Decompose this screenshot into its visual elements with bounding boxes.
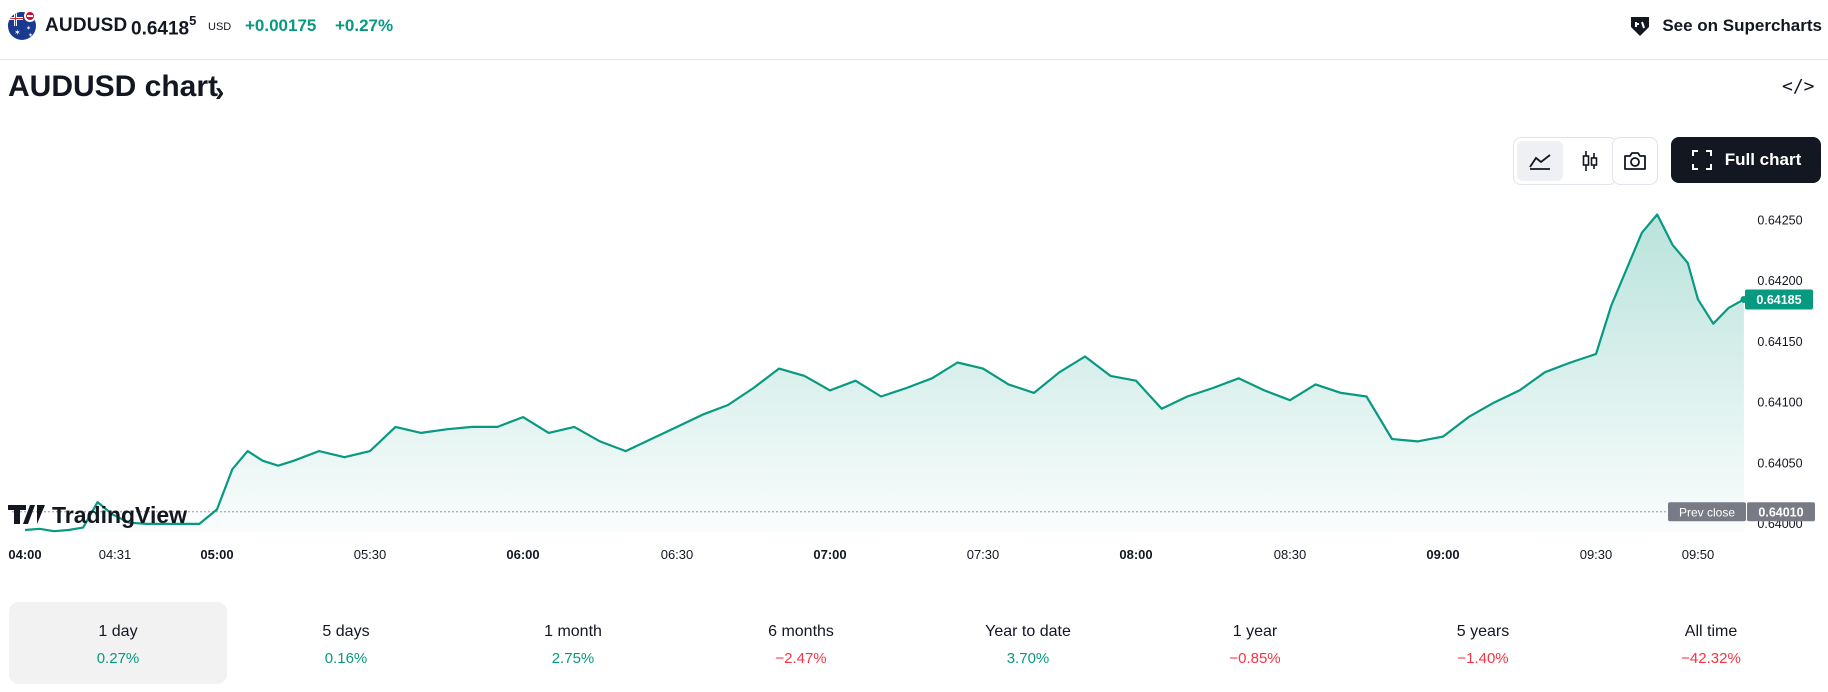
range-tab-0[interactable]: 1 day 0.27% xyxy=(9,602,227,684)
x-tick-label: 04:31 xyxy=(99,547,132,562)
range-tab-label: Year to date xyxy=(985,623,1071,640)
range-selector: 1 day 0.27% 5 days 0.16% 1 month 2.75% 6 month… xyxy=(0,600,1828,686)
y-tick-label: 0.64250 xyxy=(1757,214,1802,228)
range-tab-label: 6 months xyxy=(768,623,834,640)
range-tab-5[interactable]: 1 year −0.85% xyxy=(1146,602,1364,684)
x-tick-label: 05:00 xyxy=(200,547,233,562)
full-chart-button[interactable]: Full chart xyxy=(1671,137,1821,183)
current-price-badge xyxy=(1745,289,1813,310)
prev-close-value-badge xyxy=(1747,502,1815,522)
range-tab-change: −42.32% xyxy=(1681,650,1741,667)
range-tab-label: 1 month xyxy=(544,623,602,640)
y-axis: 0.640000.640500.641000.641500.642000.642… xyxy=(1757,214,1802,531)
chevron-right-icon[interactable]: › xyxy=(215,76,225,107)
range-tab-change: −0.85% xyxy=(1229,650,1281,667)
range-tab-label: 1 day xyxy=(98,623,138,640)
x-tick-label: 09:00 xyxy=(1426,547,1459,562)
fullscreen-icon xyxy=(1691,150,1712,170)
symbol-name: AUDUSD xyxy=(45,15,128,36)
prev-close-badge xyxy=(1668,502,1746,522)
tradingview-watermark: TradingView xyxy=(8,502,187,528)
range-tab-change: −2.47% xyxy=(775,650,827,667)
range-tab-change: 0.16% xyxy=(324,650,368,667)
range-tab-label: 5 years xyxy=(1456,623,1510,640)
range-tab-label: 5 days xyxy=(322,623,370,640)
prev-close-value: 0.64010 xyxy=(1758,505,1803,519)
range-tab-change: 0.27% xyxy=(96,650,140,667)
range-tab-change: 2.75% xyxy=(551,650,595,667)
x-tick-label: 07:00 xyxy=(813,547,846,562)
chart-style-switcher xyxy=(1513,137,1617,185)
camera-icon xyxy=(1624,152,1646,170)
candles-icon xyxy=(1582,151,1598,171)
page-title[interactable]: AUDUSD chart xyxy=(8,70,219,103)
price-currency: USD xyxy=(208,21,232,33)
area-chart-icon xyxy=(1529,154,1551,170)
price-line xyxy=(24,213,1745,533)
price-chart[interactable]: 0.640000.640500.641000.641500.642000.642… xyxy=(0,195,1828,575)
x-tick-label: 08:30 xyxy=(1274,547,1307,562)
range-tab-2[interactable]: 1 month 2.75% xyxy=(464,602,682,684)
supercharts-icon xyxy=(1631,17,1650,36)
range-tab-3[interactable]: 6 months −2.47% xyxy=(692,602,910,684)
range-tab-label: 1 year xyxy=(1232,623,1278,640)
x-tick-label: 09:30 xyxy=(1580,547,1613,562)
x-tick-label: 07:30 xyxy=(967,547,1000,562)
current-price-label: 0.64185 xyxy=(1756,293,1801,307)
range-tab-6[interactable]: 5 years −1.40% xyxy=(1374,602,1592,684)
range-tab-7[interactable]: All time −42.32% xyxy=(1602,602,1820,684)
x-tick-label: 06:30 xyxy=(661,547,694,562)
range-tab-label: All time xyxy=(1684,623,1738,640)
y-tick-label: 0.64100 xyxy=(1757,396,1802,410)
x-tick-label: 04:00 xyxy=(8,547,41,562)
price-area-fill xyxy=(25,214,1744,532)
last-price: 0.64185 xyxy=(131,13,197,40)
x-tick-label: 05:30 xyxy=(354,547,387,562)
tradingview-logo-icon xyxy=(8,505,45,524)
usd-flag-icon xyxy=(24,10,36,22)
x-tick-label: 08:00 xyxy=(1119,547,1152,562)
prev-close-label: Prev close xyxy=(1679,505,1735,519)
embed-code-icon[interactable]: </> xyxy=(1782,76,1815,97)
y-tick-label: 0.64200 xyxy=(1757,274,1802,288)
y-tick-label: 0.64050 xyxy=(1757,456,1802,470)
candles-chart-button[interactable] xyxy=(1567,141,1613,181)
symbol-header: ✶ ✶ ✶ AUDUSD 0.64185 USD +0.00175 +0.27%… xyxy=(0,0,1828,60)
watermark-text: TradingView xyxy=(52,502,187,528)
range-tab-1[interactable]: 5 days 0.16% xyxy=(237,602,455,684)
see-on-supercharts-link[interactable]: See on Supercharts xyxy=(1627,12,1822,40)
range-tab-change: −1.40% xyxy=(1457,650,1509,667)
x-axis: 04:00 04:31 05:00 05:30 06:00 06:30 07:00 07:30… xyxy=(8,547,1714,562)
range-tab-change: 3.70% xyxy=(1006,650,1050,667)
x-tick-label: 09:50 xyxy=(1682,547,1715,562)
x-tick-label: 06:00 xyxy=(506,547,539,562)
price-change-percent: +0.27% xyxy=(335,16,394,35)
range-tab-4[interactable]: Year to date 3.70% xyxy=(919,602,1137,684)
snapshot-button[interactable] xyxy=(1612,137,1658,185)
y-tick-label: 0.64150 xyxy=(1757,335,1802,349)
price-change: +0.00175 xyxy=(245,16,317,35)
area-chart-button[interactable] xyxy=(1517,141,1563,181)
